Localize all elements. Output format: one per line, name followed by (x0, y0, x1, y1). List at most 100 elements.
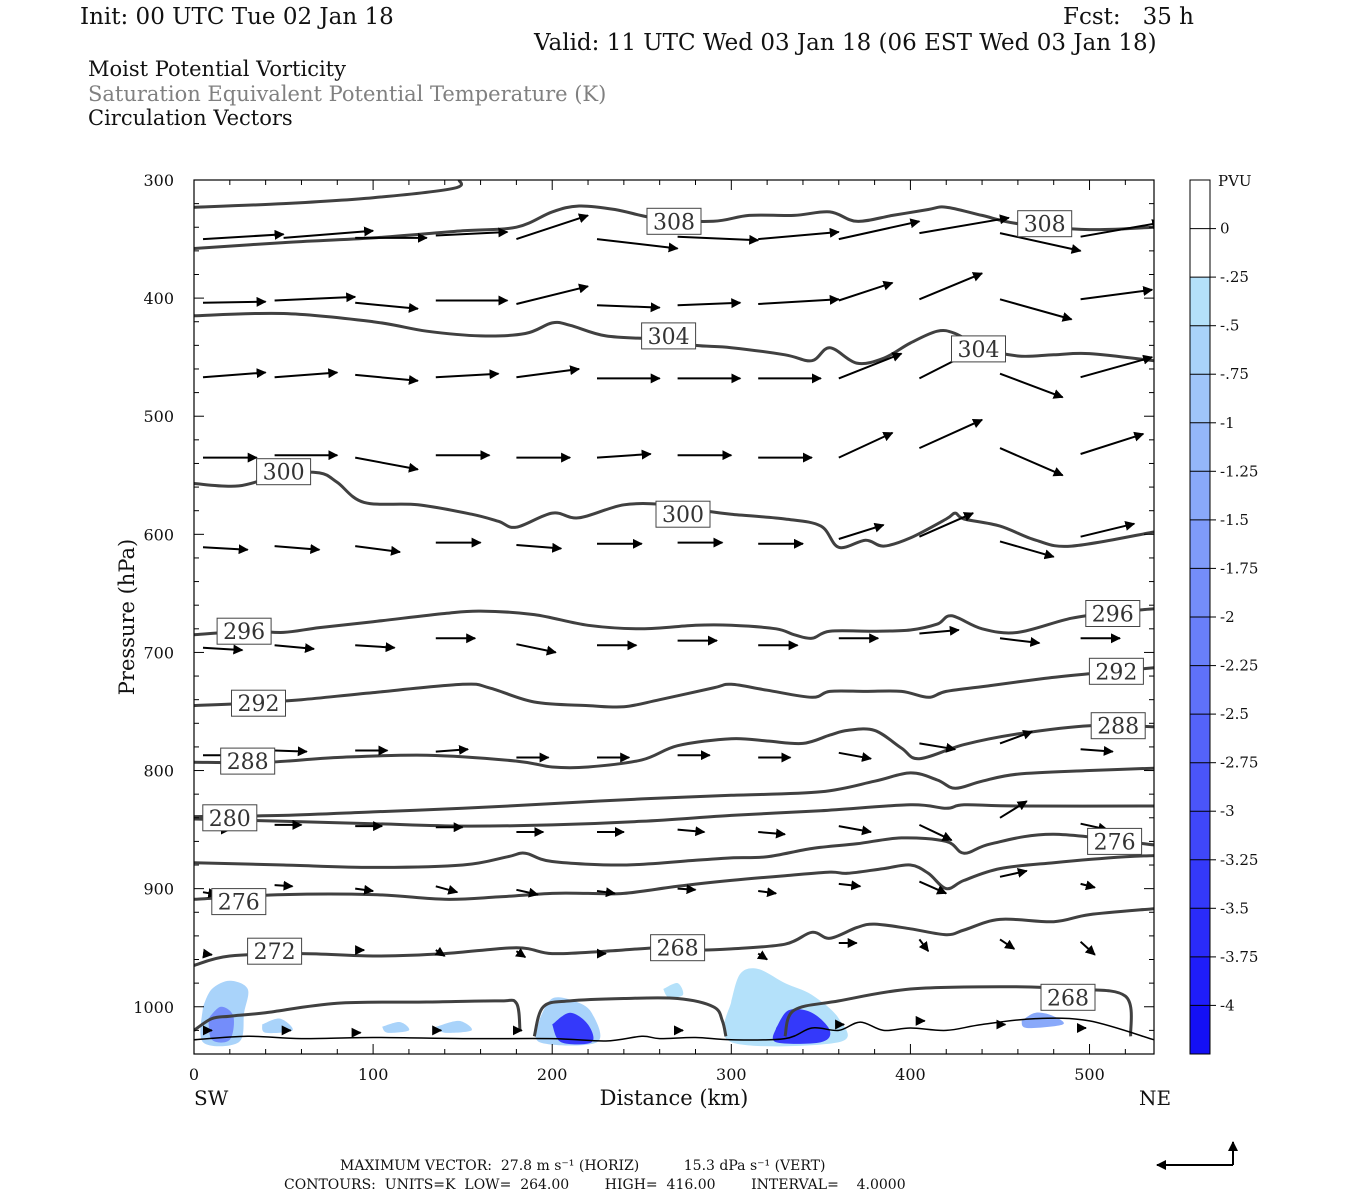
circulation-vector (838, 352, 903, 380)
contour-label: 300 (256, 458, 312, 486)
pv-area (552, 1012, 594, 1045)
contour-label-text: 308 (653, 210, 695, 235)
pv-colorbar: 0 -.25 -.5 -.75 -1 -1.25 -1.5 -1.75 -2 -2.25 -2.5 -… (1189, 179, 1258, 1055)
contour-272 (194, 854, 1154, 901)
circulation-vector (435, 884, 459, 895)
contour-284 (194, 766, 1154, 819)
contour-312 (194, 180, 463, 209)
contour-label: 276 (1087, 827, 1143, 855)
colorbar-swatch (1190, 374, 1210, 424)
pv-area (663, 983, 684, 998)
contour-label: 268 (1040, 983, 1096, 1011)
circulation-vector (758, 294, 840, 305)
colorbar-tick-label: -1.25 (1220, 462, 1258, 480)
circulation-vector (202, 544, 249, 555)
colorbar-tick-label: -3 (1220, 802, 1235, 820)
circulation-vector (274, 643, 315, 654)
contour-label-text: 304 (958, 338, 1000, 363)
circulation-vector (758, 828, 786, 839)
contours-footer: CONTOURS: UNITS=K LOW= 264.00 HIGH= 416.… (284, 1177, 906, 1193)
circulation-vector (516, 283, 589, 305)
contour-label: 272 (247, 937, 303, 965)
pv-shading (200, 968, 1064, 1047)
x-tick-label: 100 (358, 1065, 389, 1084)
y-tick-label: 600 (143, 525, 174, 544)
colorbar-tick-label: 0 (1220, 220, 1230, 238)
contour-label-text: 300 (263, 461, 305, 486)
circulation-vector (999, 800, 1028, 819)
y-axis-title: Pressure (hPa) (115, 539, 139, 695)
colorbar-swatch (1190, 277, 1210, 327)
circulation-vector (677, 884, 697, 895)
field-label-vectors: Circulation Vectors (88, 106, 293, 130)
contour-label: 292 (1088, 657, 1144, 685)
colorbar-swatch (1190, 859, 1210, 909)
x-tick-label: 500 (1074, 1065, 1105, 1084)
colorbar-swatch (1190, 422, 1210, 472)
colorbar-tick-label: -2.25 (1220, 657, 1258, 675)
circulation-vector (918, 418, 984, 450)
y-tick-label: 500 (143, 407, 174, 426)
contour-label: 288 (1090, 712, 1146, 740)
colorbar-swatch (1190, 811, 1210, 861)
contour-label-text: 288 (227, 750, 269, 775)
circulation-vector (918, 938, 930, 952)
circulation-vector (274, 880, 294, 891)
circulation-vector (999, 540, 1055, 560)
colorbar-swatch (1190, 228, 1210, 278)
circulation-vector (283, 226, 375, 239)
y-tick-label: 700 (143, 643, 174, 662)
circulation-vector (1080, 286, 1154, 301)
contour-label: 268 (650, 934, 706, 962)
circulation-vector (756, 950, 768, 961)
colorbar-tick-label: -.75 (1220, 365, 1249, 383)
colorbar-tick-label: -3.75 (1220, 948, 1258, 966)
x-tick-label: 300 (716, 1065, 747, 1084)
circulation-vector (274, 746, 308, 757)
contour-288 (194, 723, 1154, 770)
init-label: Init: 00 UTC Tue 02 Jan 18 (80, 4, 394, 30)
reference-vector-icon (1156, 1141, 1238, 1170)
contour-label-text: 280 (209, 807, 251, 832)
circulation-vector (596, 238, 679, 253)
circulation-vector (919, 742, 957, 753)
contour-label: 308 (646, 207, 702, 235)
colorbar-tick-label: -2.75 (1220, 754, 1258, 772)
contour-label-text: 292 (1095, 660, 1137, 685)
y-tick-label: 1000 (133, 998, 174, 1017)
colorbar-tick-label: -1 (1220, 414, 1235, 432)
contour-label-text: 288 (1097, 715, 1139, 740)
circulation-vector (435, 369, 500, 380)
circulation-vector (516, 213, 589, 241)
contour-label: 288 (220, 747, 276, 775)
circulation-vector (999, 232, 1082, 254)
contour-label: 280 (202, 804, 258, 832)
contour-label-text: 308 (1024, 213, 1066, 238)
circulation-vector (274, 543, 321, 554)
contour-label: 292 (231, 689, 286, 717)
circulation-vector (202, 644, 244, 655)
contour-label: 300 (655, 500, 711, 528)
circulation-vector (435, 744, 469, 755)
colorbar-swatch (1190, 714, 1210, 764)
colorbar-swatch (1190, 908, 1210, 958)
axes: 0 100 200 300 400 500 300 400 500 600 700 800 900 100… (133, 171, 1154, 1084)
circulation-vector (202, 948, 213, 959)
x-right-end-label: NE (1139, 1086, 1171, 1110)
circulation-vector (1080, 219, 1154, 238)
circulation-vector (355, 545, 401, 556)
contour-276 (194, 832, 1154, 869)
circulation-vector (1080, 745, 1114, 756)
circulation-vector (999, 730, 1034, 745)
colorbar-swatch (1190, 180, 1210, 230)
circulation-vector (274, 292, 357, 303)
contour-264 (783, 985, 1133, 1037)
contour-label: 296 (216, 617, 272, 645)
circulation-vector (1080, 880, 1096, 891)
circulation-vector (838, 218, 921, 241)
field-label-thetae: Saturation Equivalent Potential Temperat… (88, 82, 607, 106)
circulation-vector (516, 643, 557, 656)
circulation-vector (677, 826, 706, 837)
circulation-vector (919, 214, 1010, 235)
colorbar-swatch (1190, 519, 1210, 569)
